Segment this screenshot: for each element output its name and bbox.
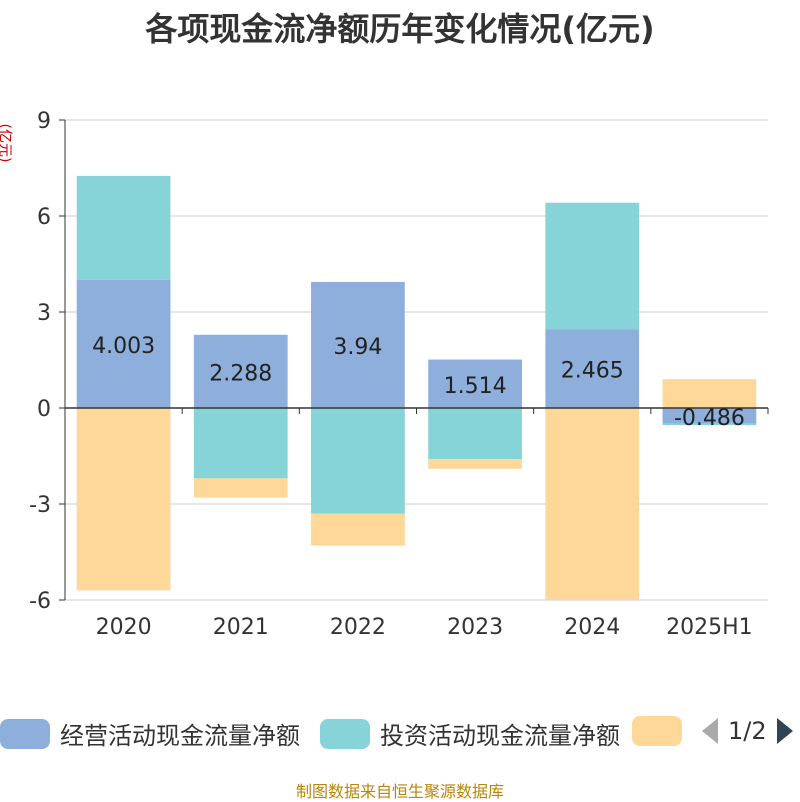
- legend-swatch-third: [632, 716, 682, 746]
- data-source: 制图数据来自恒生聚源数据库: [295, 782, 504, 801]
- bar-series1-2021: [193, 334, 288, 408]
- data-label: 1.514: [444, 374, 507, 399]
- legend-pager: 1/2: [700, 716, 795, 746]
- bar-series2-2023: [428, 408, 522, 460]
- legend-prev-icon[interactable]: [700, 716, 720, 746]
- bar-series3-2020: [76, 408, 171, 591]
- y-tick-label: -6: [29, 589, 51, 614]
- bar-series2-2020: [76, 175, 171, 280]
- bar-series2-2022: [311, 408, 405, 514]
- legend-label-investing: 投资活动现金流量净额: [380, 722, 620, 750]
- x-tick-label: 2021: [213, 615, 269, 640]
- bar-series3-2023: [428, 459, 522, 469]
- bar-series2-2025H1: [662, 423, 757, 426]
- legend-label-operating: 经营活动现金流量净额: [60, 722, 300, 750]
- bar-series1-2025H1: [662, 408, 757, 424]
- bar-series2-2024: [545, 202, 640, 330]
- data-label: -0.486: [674, 406, 745, 431]
- legend-swatch-operating: [0, 718, 50, 749]
- x-tick-label: 2023: [447, 615, 503, 640]
- legend-swatch-investing: [320, 718, 370, 749]
- x-tick-label: 2020: [96, 615, 152, 640]
- legend-item-investing[interactable]: 投资活动现金流量净额: [320, 716, 620, 751]
- bar-series3-2021: [193, 478, 288, 498]
- legend-next-icon[interactable]: [775, 716, 795, 746]
- bar-series1-2022: [311, 281, 405, 408]
- bar-series3-2022: [311, 513, 405, 546]
- bar-series3-2024: [545, 408, 640, 600]
- y-tick-label: -3: [29, 493, 51, 518]
- y-tick-label: 3: [37, 301, 51, 326]
- legend-page-indicator: 1/2: [728, 717, 767, 745]
- bar-series3-2025H1: [662, 379, 757, 408]
- y-tick-label: 9: [37, 109, 51, 134]
- data-label: 2.288: [209, 361, 272, 386]
- bar-series1-2024: [545, 329, 640, 408]
- y-tick-label: 0: [37, 397, 51, 422]
- legend-item-third[interactable]: [632, 716, 682, 746]
- chart-title: 各项现金流净额历年变化情况(亿元): [145, 10, 655, 48]
- x-tick-label: 2024: [564, 615, 620, 640]
- data-label: 4.003: [92, 334, 155, 359]
- y-tick-label: 6: [37, 205, 51, 230]
- data-label: 2.465: [561, 359, 624, 384]
- x-tick-label: 2025H1: [666, 615, 753, 640]
- data-label: 3.94: [333, 335, 382, 360]
- legend-item-operating[interactable]: 经营活动现金流量净额: [0, 716, 300, 751]
- legend: 经营活动现金流量净额 投资活动现金流量净额: [0, 716, 800, 752]
- x-tick-label: 2022: [330, 615, 386, 640]
- bar-series2-2021: [193, 408, 288, 479]
- bar-series1-2020: [76, 279, 171, 408]
- bar-series1-2023: [428, 359, 522, 408]
- cashflow-chart: 9 6 3 0 -3 -6 4.003 2.288 3.94 1.514 2.465 -0.486 20…: [29, 109, 769, 640]
